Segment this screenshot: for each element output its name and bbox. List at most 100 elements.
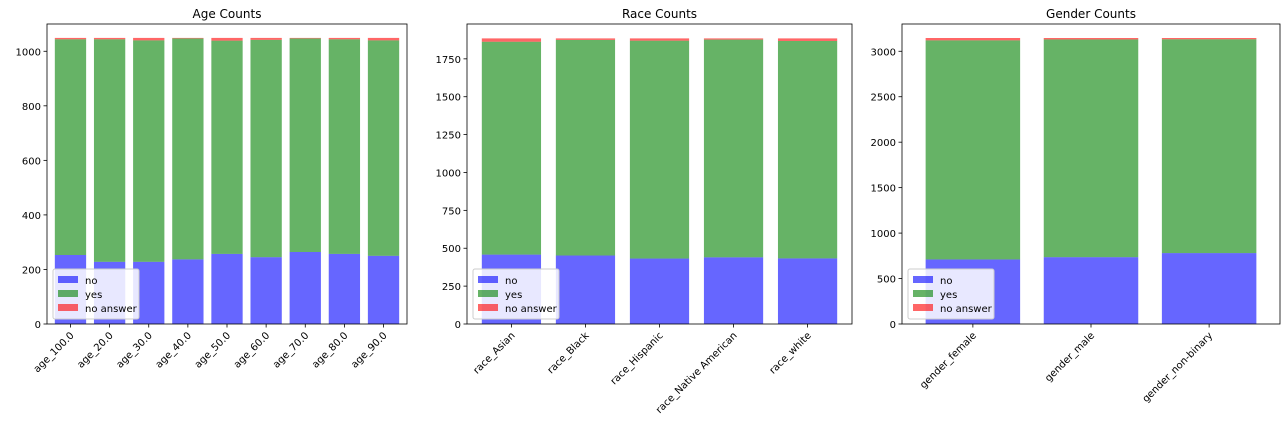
bar-no-gender_male: [1043, 257, 1139, 324]
bar-no-answer-age_80.0: [328, 37, 361, 40]
bar-no-answer-age_90.0: [367, 37, 400, 41]
bar-no-answer-gender_female: [925, 38, 1021, 41]
legend-swatch-no-answer: [58, 304, 78, 311]
bar-yes-age_20.0: [93, 39, 126, 262]
x-tick-label: age_90.0: [349, 330, 389, 370]
x-tick-label: age_60.0: [232, 330, 272, 370]
legend: no yes no answer: [472, 268, 560, 320]
y-tick-label: 600: [22, 156, 41, 167]
bar-yes-age_60.0: [250, 39, 282, 258]
y-tick-label: 500: [442, 244, 461, 255]
y-tick-label: 200: [22, 265, 41, 276]
bar-no-answer-age_20.0: [93, 37, 126, 40]
bar-no-answer-race_Native-American: [703, 38, 764, 40]
legend-swatch-no: [478, 276, 498, 283]
x-tick-label: gender_female: [918, 330, 979, 391]
bar-yes-age_70.0: [289, 38, 321, 252]
y-tick-label: 2000: [871, 138, 896, 149]
x-tick-label: age_50.0: [193, 330, 233, 370]
bar-no-gender_non-binary: [1161, 253, 1257, 324]
x-tick-label: age_30.0: [115, 330, 155, 370]
y-tick-label: 1500: [436, 93, 461, 104]
bar-no-answer-age_30.0: [133, 37, 165, 41]
legend-swatch-yes: [478, 290, 498, 297]
bar-no-answer-gender_non-binary: [1161, 38, 1257, 40]
y-tick-label: 1000: [871, 229, 896, 240]
legend: no yes no answer: [907, 268, 995, 320]
bar-no-answer-age_40.0: [172, 37, 204, 39]
chart-panel-1: Race Counts 0 250 500 750 1000 1250 1500 1750 rac…: [436, 7, 853, 416]
bar-no-age_60.0: [250, 257, 282, 324]
bar-yes-race_Black: [555, 39, 616, 256]
bar-yes-age_40.0: [172, 38, 204, 260]
bar-yes-gender_female: [925, 40, 1021, 260]
legend-label: no answer: [505, 304, 558, 315]
legend-swatch-no-answer: [478, 304, 498, 311]
x-tick-label: age_70.0: [271, 330, 311, 370]
y-tick-label: 500: [877, 275, 896, 286]
legend-label: no: [85, 276, 97, 287]
legend-label: no answer: [85, 304, 138, 315]
bar-no-race_Native-American: [703, 257, 764, 324]
bar-no-race_Black: [555, 255, 616, 324]
bar-no-answer-race_Hispanic: [629, 38, 690, 41]
bar-yes-age_90.0: [367, 40, 400, 256]
legend-swatch-no: [913, 276, 933, 283]
chart-title: Age Counts: [193, 7, 262, 21]
bar-yes-race_Native-American: [703, 39, 764, 258]
y-tick-label: 3000: [871, 47, 896, 58]
bar-yes-age_50.0: [211, 40, 243, 254]
y-tick-label: 1750: [436, 55, 461, 66]
legend-swatch-yes: [58, 290, 78, 297]
bar-no-age_70.0: [289, 252, 321, 324]
y-tick-label: 800: [22, 102, 41, 113]
y-tick-label: 1000: [436, 168, 461, 179]
x-tick-label: race_Native American: [654, 330, 740, 416]
x-tick-label: age_100.0: [32, 330, 77, 375]
legend-label: yes: [85, 290, 102, 301]
legend-label: yes: [940, 290, 957, 301]
legend-swatch-yes: [913, 290, 933, 297]
chart-panel-0: Age Counts02004006008001000age_100.0age_…: [16, 7, 408, 375]
legend-label: no answer: [940, 304, 993, 315]
bar-yes-age_80.0: [328, 39, 361, 254]
y-tick-label: 750: [442, 206, 461, 217]
x-tick-label: gender_male: [1043, 330, 1097, 384]
bar-no-answer-age_100.0: [54, 37, 87, 40]
bar-no-age_90.0: [367, 255, 400, 324]
bar-yes-race_white: [777, 40, 838, 259]
x-tick-label: race_Asian: [471, 330, 517, 376]
bar-yes-gender_male: [1043, 39, 1139, 258]
legend-label: yes: [505, 290, 522, 301]
bar-no-answer-race_white: [777, 38, 838, 41]
bar-no-race_Hispanic: [629, 258, 690, 324]
y-tick-label: 1500: [871, 184, 896, 195]
bar-no-answer-race_Asian: [481, 38, 542, 42]
bar-no-answer-gender_male: [1043, 38, 1139, 40]
legend-label: no: [505, 276, 517, 287]
y-tick-label: 1000: [16, 47, 41, 58]
legend-swatch-no-answer: [913, 304, 933, 311]
bar-no-age_50.0: [211, 253, 243, 324]
chart-title: Gender Counts: [1046, 7, 1136, 21]
y-tick-label: 0: [890, 320, 896, 331]
x-tick-label: age_80.0: [310, 330, 350, 370]
bar-yes-race_Hispanic: [629, 40, 690, 259]
bar-no-answer-age_50.0: [211, 37, 243, 41]
x-tick-label: race_Hispanic: [609, 330, 666, 387]
y-tick-label: 0: [35, 320, 41, 331]
y-tick-label: 0: [455, 320, 461, 331]
bar-no-age_80.0: [328, 253, 361, 324]
bar-yes-age_30.0: [133, 40, 165, 262]
legend-swatch-no: [58, 276, 78, 283]
x-tick-label: gender_non-binary: [1141, 330, 1216, 405]
bar-yes-race_Asian: [481, 41, 542, 255]
bar-no-race_white: [777, 258, 838, 324]
legend-label: no: [940, 276, 952, 287]
chart-panel-2: Gender Counts 0 500 1000 1500 2000 2500 3000 gen…: [871, 7, 1281, 405]
y-tick-label: 2500: [871, 93, 896, 104]
bar-no-answer-age_60.0: [250, 37, 282, 40]
x-tick-label: race_Black: [546, 330, 592, 376]
x-tick-label: age_20.0: [75, 330, 115, 370]
